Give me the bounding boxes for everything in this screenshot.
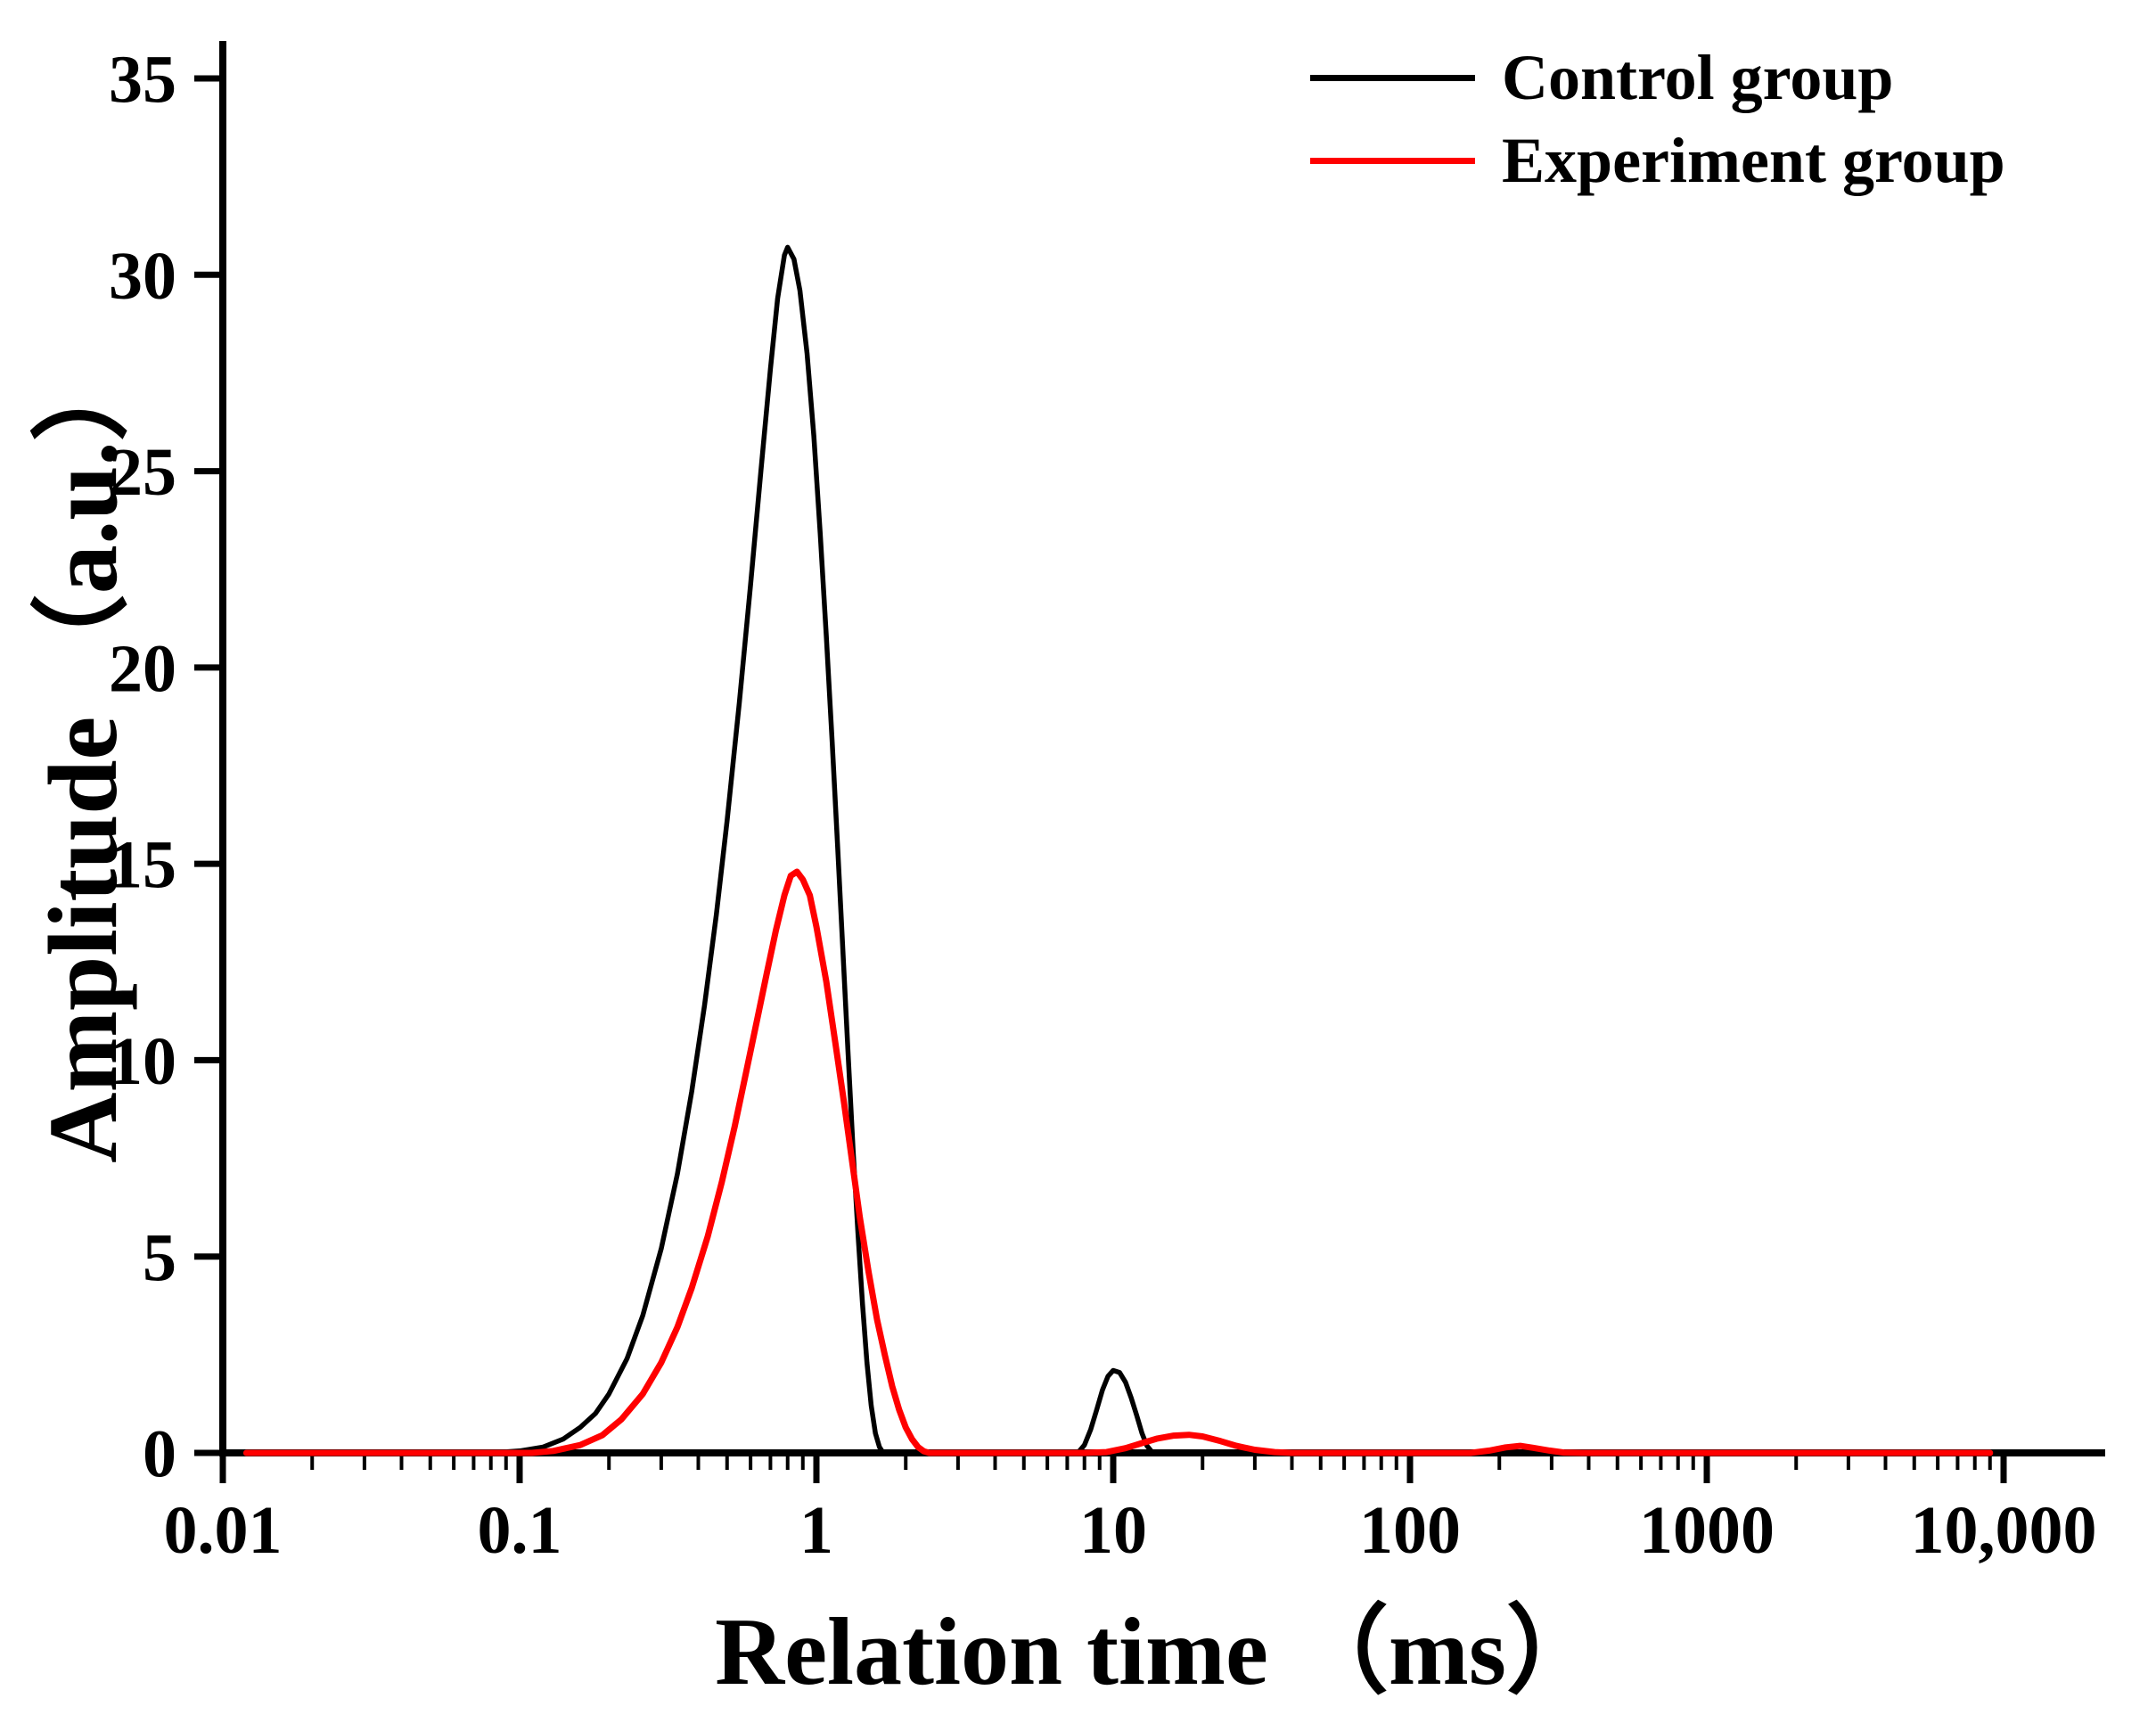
svg-text:35: 35 [109,43,176,118]
svg-text:1000: 1000 [1639,1493,1775,1568]
svg-text:10: 10 [1079,1493,1147,1568]
svg-text:10,000: 10,000 [1911,1493,2097,1568]
legend-swatch [1310,157,1475,164]
svg-text:0.01: 0.01 [164,1493,283,1568]
svg-text:0: 0 [143,1417,176,1492]
x-axis-title: Relation time （ms） [715,1599,1603,1705]
svg-text:0.1: 0.1 [478,1493,562,1568]
series-line [242,868,1994,1456]
legend-label: Experiment group [1502,124,2005,196]
svg-text:5: 5 [143,1220,176,1295]
y-axis-title: Amplitude （a.u.） [29,343,137,1163]
legend-swatch [1310,74,1475,81]
svg-text:15: 15 [109,828,176,903]
legend-item: Experiment group [1310,124,2005,198]
svg-text:10: 10 [109,1024,176,1099]
svg-text:30: 30 [109,239,176,314]
svg-text:1: 1 [799,1493,833,1568]
svg-text:100: 100 [1359,1493,1461,1568]
legend-item: Control group [1310,41,2005,115]
svg-text:20: 20 [109,631,176,706]
svg-text:25: 25 [109,435,176,510]
legend-label: Control group [1502,42,1894,113]
series-line [243,244,1993,1456]
legend: Control group Experiment group [1310,41,2005,198]
